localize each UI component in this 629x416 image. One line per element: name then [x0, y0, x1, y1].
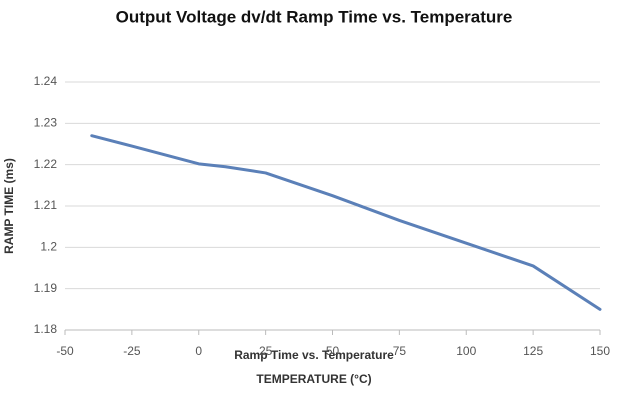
y-tick-label: 1.23 [34, 116, 58, 130]
x-tick-label: -50 [56, 344, 74, 358]
x-tick-label: 100 [456, 344, 476, 358]
y-tick-label: 1.21 [34, 198, 58, 212]
y-tick-label: 1.22 [34, 157, 58, 171]
y-tick-label: 1.18 [34, 322, 58, 336]
x-tick-label: 150 [590, 344, 610, 358]
x-axis-label: TEMPERATURE (°C) [256, 372, 371, 386]
y-tick-label: 1.2 [40, 240, 57, 254]
x-tick-label: -25 [123, 344, 141, 358]
x-caption: Ramp Time vs. Temperature [234, 348, 394, 362]
line [90, 134, 602, 311]
x-tick-label: 50 [326, 344, 340, 358]
chart-title: Output Voltage dv/dt Ramp Time vs. Tempe… [116, 7, 513, 26]
y-tick-label: 1.24 [34, 74, 58, 88]
x-tick-label: 125 [523, 344, 543, 358]
x-tick-label: 25 [259, 344, 273, 358]
y-tick-label: 1.19 [34, 281, 58, 295]
x-tick-label: 75 [393, 344, 407, 358]
y-axis-label: RAMP TIME (ms) [2, 158, 16, 254]
x-tick-label: 0 [195, 344, 202, 358]
